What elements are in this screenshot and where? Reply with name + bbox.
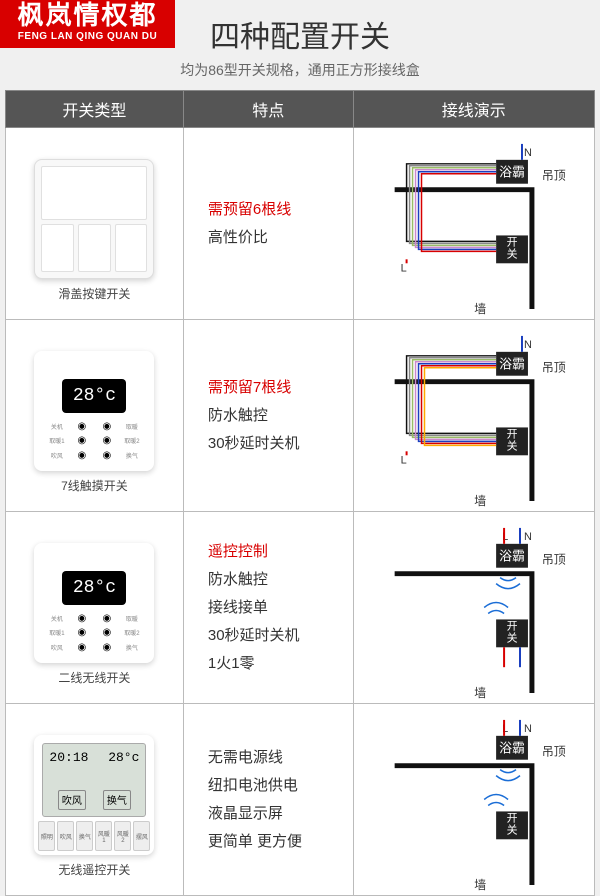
svg-text:L: L [400,454,406,466]
feature-cell: 需预留7根线防水触控30秒延时关机 [183,320,353,512]
feature-line: 无需电源线 [208,744,353,772]
wiring-cell: 吊顶墙 浴霸 N 开关 L [353,128,594,320]
switch-cell: 28°c 关机◉◉取暖 取暖1◉◉取暖2 吹风◉◉换气 二线无线开关 [6,512,184,704]
wiring-cell: 吊顶墙 浴霸 N L 开关 [353,704,594,896]
wiring-cell: 吊顶墙 浴霸 N L 开关 [353,512,594,704]
switch-caption: 7线触摸开关 [6,477,183,494]
svg-text:L: L [502,531,508,543]
table-row: 滑盖按键开关需预留6根线高性价比吊顶墙浴霸N开关L [6,128,595,320]
feature-line: 1火1零 [208,650,353,678]
feature-line: 防水触控 [208,402,353,430]
feature-line: 需预留6根线 [208,196,353,224]
svg-text:吊顶: 吊顶 [541,169,565,183]
feature-cell: 需预留6根线高性价比 [183,128,353,320]
svg-text:浴霸: 浴霸 [499,165,525,180]
svg-text:吊顶: 吊顶 [541,361,565,375]
svg-text:吊顶: 吊顶 [541,745,565,759]
svg-text:N: N [524,339,532,351]
svg-text:浴霸: 浴霸 [499,741,525,756]
switch-illustration: 20:1828°c 吹风换气 照明吹风换气风暖1风暖2摆风 [34,735,154,855]
svg-text:吊顶: 吊顶 [541,553,565,567]
feature-cell: 无需电源线纽扣电池供电液晶显示屏更简单 更方便 [183,704,353,896]
feature-line: 更简单 更方便 [208,828,353,856]
wiring-cell: 吊顶墙 浴霸 N 开关 L [353,320,594,512]
svg-text:关: 关 [506,438,517,452]
comparison-table: 开关类型 特点 接线演示 滑盖按键开关需预留6根线高性价比吊顶墙浴霸N开关L28… [5,90,595,896]
table-row: 28°c 关机◉◉取暖 取暖1◉◉取暖2 吹风◉◉换气 7线触摸开关需预留7根线… [6,320,595,512]
svg-text:关: 关 [506,630,517,644]
svg-text:墙: 墙 [474,494,486,508]
svg-text:L: L [400,262,406,274]
header-switch: 开关类型 [6,91,184,128]
brand-name-en: FENG LAN QING QUAN DU [0,30,175,44]
svg-text:L: L [502,723,508,735]
switch-cell: 20:1828°c 吹风换气 照明吹风换气风暖1风暖2摆风无线遥控开关 [6,704,184,896]
svg-text:墙: 墙 [474,686,486,700]
switch-caption: 滑盖按键开关 [6,285,183,302]
feature-line: 纽扣电池供电 [208,772,353,800]
svg-text:关: 关 [506,246,517,260]
svg-text:开: 开 [506,236,517,248]
switch-cell: 28°c 关机◉◉取暖 取暖1◉◉取暖2 吹风◉◉换气 7线触摸开关 [6,320,184,512]
feature-cell: 遥控控制防水触控接线接单30秒延时关机1火1零 [183,512,353,704]
feature-line: 高性价比 [208,224,353,252]
header-feature: 特点 [183,91,353,128]
switch-illustration: 28°c 关机◉◉取暖 取暖1◉◉取暖2 吹风◉◉换气 [34,543,154,663]
svg-text:浴霸: 浴霸 [499,549,525,564]
switch-illustration [34,159,154,279]
feature-line: 液晶显示屏 [208,800,353,828]
switch-caption: 无线遥控开关 [6,861,183,878]
brand-name-cn: 枫岚情权都 [0,0,175,30]
feature-line: 遥控控制 [208,538,353,566]
feature-line: 防水触控 [208,566,353,594]
feature-line: 接线接单 [208,594,353,622]
svg-text:N: N [524,531,532,543]
feature-line: 30秒延时关机 [208,430,353,458]
table-row: 20:1828°c 吹风换气 照明吹风换气风暖1风暖2摆风无线遥控开关无需电源线… [6,704,595,896]
header-wiring: 接线演示 [353,91,594,128]
svg-text:开: 开 [506,620,517,632]
switch-caption: 二线无线开关 [6,669,183,686]
table-row: 28°c 关机◉◉取暖 取暖1◉◉取暖2 吹风◉◉换气 二线无线开关遥控控制防水… [6,512,595,704]
svg-text:墙: 墙 [474,302,486,316]
page-subtitle: 均为86型开关规格，通用正方形接线盒 [0,60,600,80]
feature-line: 30秒延时关机 [208,622,353,650]
svg-text:N: N [524,147,532,159]
switch-illustration: 28°c 关机◉◉取暖 取暖1◉◉取暖2 吹风◉◉换气 [34,351,154,471]
svg-text:N: N [524,723,532,735]
svg-text:墙: 墙 [474,878,486,892]
brand-banner: 枫岚情权都 FENG LAN QING QUAN DU [0,0,175,48]
svg-text:开: 开 [506,428,517,440]
switch-cell: 滑盖按键开关 [6,128,184,320]
svg-text:浴霸: 浴霸 [499,357,525,372]
svg-text:开: 开 [506,812,517,824]
svg-text:关: 关 [506,822,517,836]
feature-line: 需预留7根线 [208,374,353,402]
